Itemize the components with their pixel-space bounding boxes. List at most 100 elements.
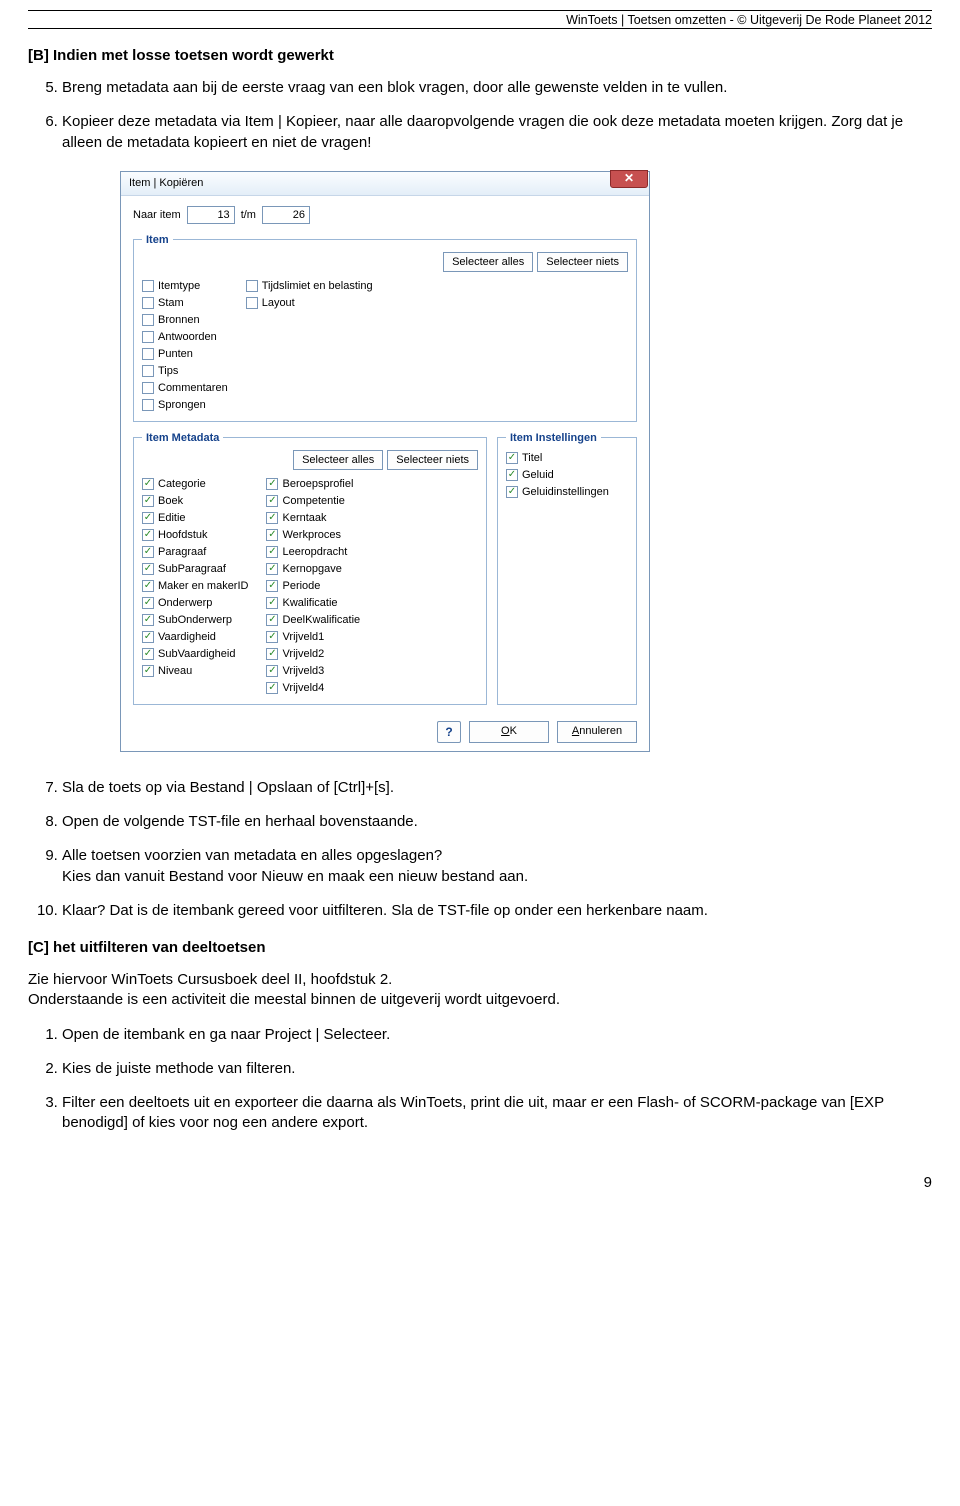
checkbox-item[interactable]: ✓Vrijveld1 xyxy=(266,629,360,645)
checkbox-item[interactable]: ✓ Hoofdstuk xyxy=(142,527,248,543)
select-all-button[interactable]: Selecteer alles xyxy=(443,252,533,272)
checkbox-checked-icon: ✓ xyxy=(266,614,278,626)
ok-button[interactable]: OK xyxy=(469,721,549,743)
checkbox-label: Tijdslimiet en belasting xyxy=(262,278,373,294)
checkbox-item[interactable]: ✓Boek xyxy=(142,493,248,509)
list-item: Sla de toets op via Bestand | Opslaan of… xyxy=(62,778,932,798)
checkbox-checked-icon: ✓ xyxy=(142,512,154,524)
checkbox-checked-icon: ✓ xyxy=(142,529,154,541)
checkbox-unchecked-icon xyxy=(142,314,154,326)
cancel-button[interactable]: Annuleren xyxy=(557,721,637,743)
checkbox-item[interactable]: Commentaren xyxy=(142,380,228,396)
list-item: Breng metadata aan bij de eerste vraag v… xyxy=(62,78,932,98)
checkbox-item[interactable]: ✓Geluidinstellingen xyxy=(506,484,628,500)
select-none-button[interactable]: Selecteer niets xyxy=(387,450,478,470)
checkbox-item[interactable]: ✓SubOnderwerp xyxy=(142,612,248,628)
checkbox-item[interactable]: Layout xyxy=(246,295,373,311)
checkbox-item[interactable]: Itemtype xyxy=(142,278,228,294)
checkbox-checked-icon: ✓ xyxy=(266,529,278,541)
checkbox-checked-icon: ✓ xyxy=(266,682,278,694)
checkbox-item[interactable]: ✓Geluid xyxy=(506,467,628,483)
checkbox-item[interactable]: ✓ Niveau xyxy=(142,663,248,679)
checkbox-label: Werkproces xyxy=(282,527,340,543)
checkbox-item[interactable]: Bronnen xyxy=(142,312,228,328)
checkbox-item[interactable]: ✓Paragraaf xyxy=(142,544,248,560)
checkbox-item[interactable]: ✓ DeelKwalificatie xyxy=(266,612,360,628)
checkbox-label: Kernopgave xyxy=(282,561,341,577)
checkbox-item[interactable]: ✓SubVaardigheid xyxy=(142,646,248,662)
checkbox-checked-icon: ✓ xyxy=(142,665,154,677)
checkbox-checked-icon: ✓ xyxy=(266,665,278,677)
checkbox-label: Layout xyxy=(262,295,295,311)
group-item-legend: Item xyxy=(142,234,173,246)
select-all-button[interactable]: Selecteer alles xyxy=(293,450,383,470)
checkbox-label: SubOnderwerp xyxy=(158,612,232,628)
checkbox-item[interactable]: ✓ Kernopgave xyxy=(266,561,360,577)
list-item: Alle toetsen voorzien van metadata en al… xyxy=(62,846,932,887)
checkbox-item[interactable]: ✓Periode xyxy=(266,578,360,594)
checkbox-item[interactable]: Stam xyxy=(142,295,228,311)
page-number: 9 xyxy=(28,1174,932,1191)
checkbox-item[interactable]: ✓Maker en makerID xyxy=(142,578,248,594)
checkbox-item[interactable]: ✓ Vrijveld3 xyxy=(266,663,360,679)
checkbox-label: Antwoorden xyxy=(158,329,217,345)
checkbox-label: DeelKwalificatie xyxy=(282,612,360,628)
section-c-intro: Zie hiervoor WinToets Cursusboek deel II… xyxy=(28,970,932,1011)
checkbox-unchecked-icon xyxy=(142,297,154,309)
checkbox-item[interactable]: ✓Leeropdracht xyxy=(266,544,360,560)
dialog-title: Item | Kopiëren xyxy=(129,177,203,189)
checkbox-item[interactable]: ✓ Kerntaak xyxy=(266,510,360,526)
checkbox-item[interactable]: Tijdslimiet en belasting xyxy=(246,278,373,294)
header-text: WinToets | Toetsen omzetten - © Uitgever… xyxy=(28,11,932,28)
checkbox-checked-icon: ✓ xyxy=(266,512,278,524)
checkbox-item[interactable]: ✓Onderwerp xyxy=(142,595,248,611)
checkbox-item[interactable]: ✓Vrijveld4 xyxy=(266,680,360,696)
checkbox-label: Hoofdstuk xyxy=(158,527,208,543)
checkbox-item[interactable]: ✓Titel xyxy=(506,450,628,466)
checkbox-item[interactable]: Tips xyxy=(142,363,228,379)
checkbox-label: Kwalificatie xyxy=(282,595,337,611)
checkbox-item[interactable]: Sprongen xyxy=(142,397,228,413)
checkbox-item[interactable]: ✓Kwalificatie xyxy=(266,595,360,611)
checkbox-label: Niveau xyxy=(158,663,192,679)
checkbox-checked-icon: ✓ xyxy=(266,563,278,575)
checkbox-item[interactable]: ✓ Categorie xyxy=(142,476,248,492)
checkbox-checked-icon: ✓ xyxy=(266,495,278,507)
group-settings-legend: Item Instellingen xyxy=(506,432,601,444)
checkbox-label: Kerntaak xyxy=(282,510,326,526)
checkbox-item[interactable]: ✓Beroepsprofiel xyxy=(266,476,360,492)
checkbox-unchecked-icon xyxy=(246,280,258,292)
checkbox-unchecked-icon xyxy=(246,297,258,309)
help-button[interactable]: ? xyxy=(437,721,461,743)
checkbox-item[interactable]: ✓ Competentie xyxy=(266,493,360,509)
checkbox-item[interactable]: ✓ Werkproces xyxy=(266,527,360,543)
checkbox-checked-icon: ✓ xyxy=(142,597,154,609)
checkbox-label: Vrijveld1 xyxy=(282,629,324,645)
range-from-input[interactable]: 13 xyxy=(187,206,235,224)
checkbox-item[interactable]: ✓Vaardigheid xyxy=(142,629,248,645)
checkbox-item[interactable]: Punten xyxy=(142,346,228,362)
checkbox-label: Vaardigheid xyxy=(158,629,216,645)
range-to-input[interactable]: 26 xyxy=(262,206,310,224)
group-metadata-legend: Item Metadata xyxy=(142,432,223,444)
checkbox-unchecked-icon xyxy=(142,348,154,360)
list-item: Filter een deeltoets uit en exporteer di… xyxy=(62,1093,932,1134)
checkbox-item[interactable]: ✓Editie xyxy=(142,510,248,526)
checkbox-label: SubVaardigheid xyxy=(158,646,235,662)
checkbox-label: Competentie xyxy=(282,493,344,509)
range-label-from: Naar item xyxy=(133,209,181,221)
checkbox-label: Categorie xyxy=(158,476,206,492)
checkbox-label: Vrijveld3 xyxy=(282,663,324,679)
close-icon[interactable]: ✕ xyxy=(610,170,648,188)
checkbox-label: Titel xyxy=(522,450,542,466)
checkbox-item[interactable]: ✓Vrijveld2 xyxy=(266,646,360,662)
select-none-button[interactable]: Selecteer niets xyxy=(537,252,628,272)
checkbox-checked-icon: ✓ xyxy=(142,478,154,490)
checkbox-checked-icon: ✓ xyxy=(266,546,278,558)
checkbox-label: Itemtype xyxy=(158,278,200,294)
checkbox-item[interactable]: ✓SubParagraaf xyxy=(142,561,248,577)
checkbox-item[interactable]: Antwoorden xyxy=(142,329,228,345)
checkbox-checked-icon: ✓ xyxy=(142,546,154,558)
list-item: Klaar? Dat is de itembank gereed voor ui… xyxy=(62,901,932,921)
checkbox-label: Geluidinstellingen xyxy=(522,484,609,500)
